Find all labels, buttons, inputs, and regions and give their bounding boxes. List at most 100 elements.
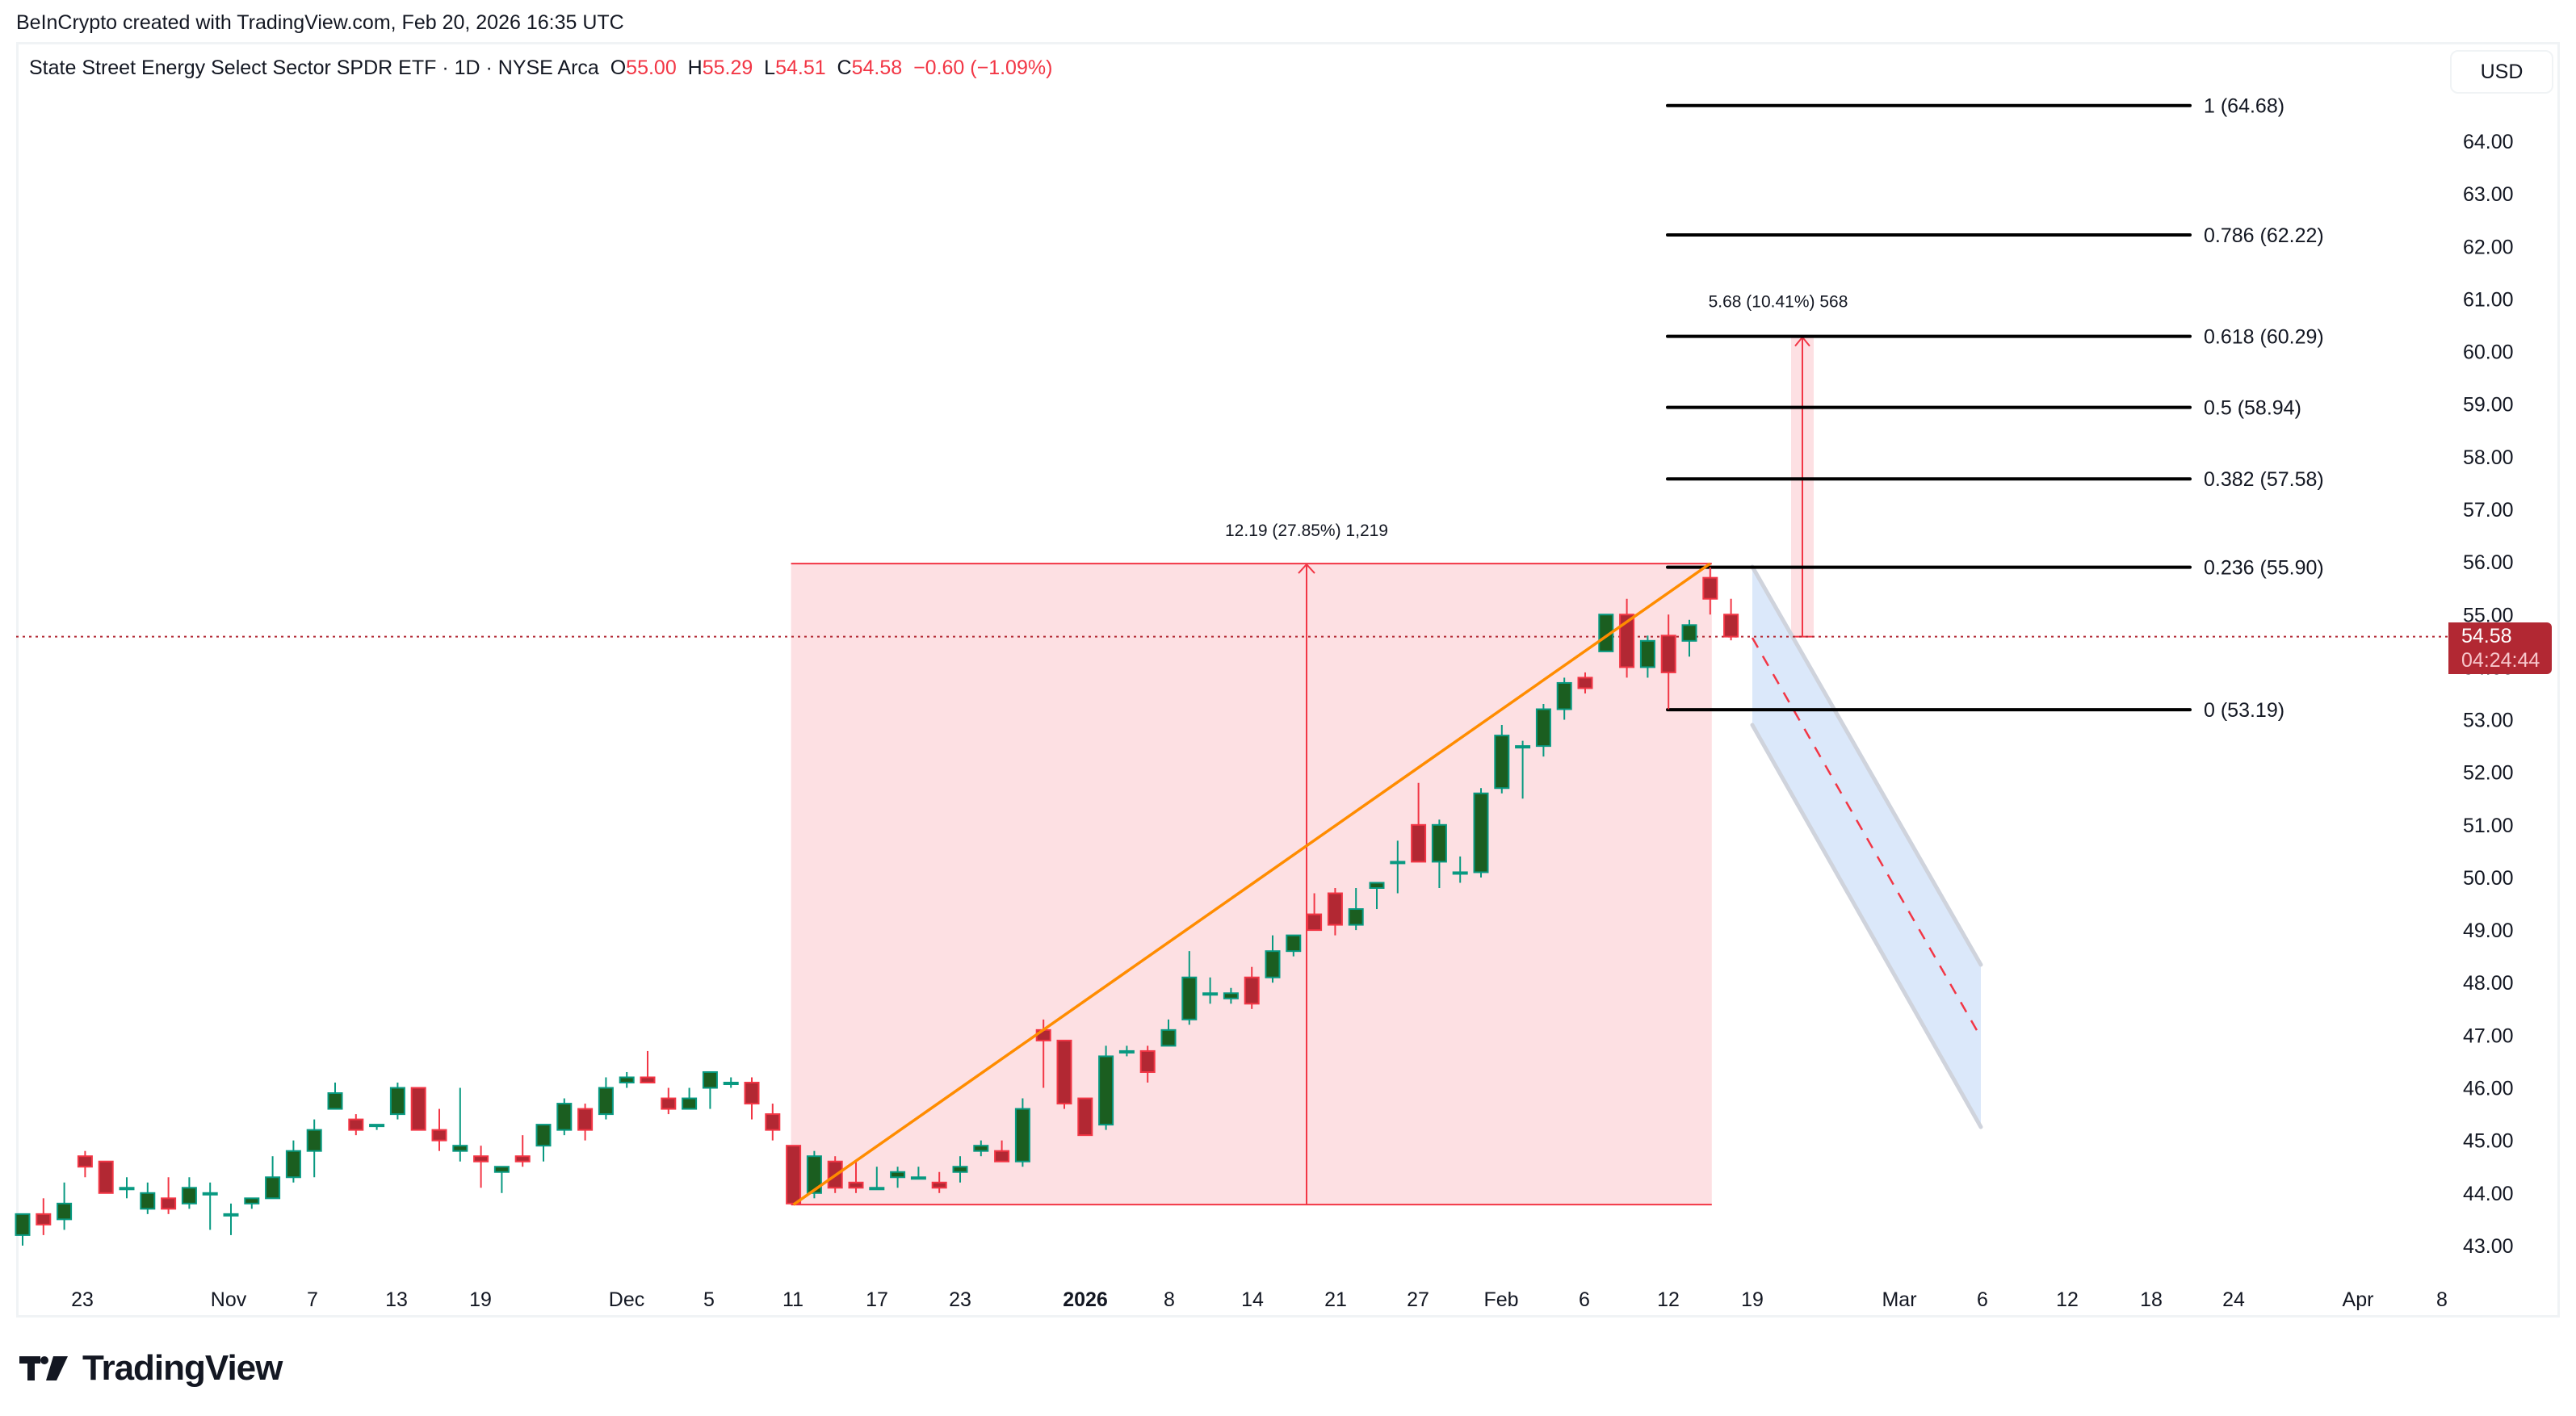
candle-down[interactable] [473,1146,489,1188]
time-axis-tick: Dec [609,1288,644,1311]
candle-up[interactable] [869,1167,885,1191]
candle-up[interactable] [952,1156,968,1183]
candle-up[interactable] [1515,740,1531,799]
tradingview-logo[interactable]: TradingView [19,1348,283,1389]
price-axis-tick: 47.00 [2463,1024,2514,1047]
candle-up[interactable] [1223,987,1239,1004]
candle-up[interactable] [1556,677,1572,720]
candle-body [369,1124,385,1128]
candle-up[interactable] [1431,819,1447,888]
candle-up[interactable] [723,1077,739,1088]
candle-up[interactable] [285,1140,301,1183]
candle-down[interactable] [1327,887,1343,936]
candle-down[interactable] [1411,782,1427,863]
candle-down[interactable] [431,1108,447,1151]
trend-line[interactable] [792,562,1711,1206]
candle-up[interactable] [327,1083,343,1110]
candle-down[interactable] [514,1135,531,1167]
price-axis-tick: 52.00 [2463,762,2514,785]
candle-body [285,1150,301,1179]
channel-upper-edge[interactable] [1750,564,1983,967]
candle-up[interactable] [244,1197,260,1209]
candle-up[interactable] [140,1182,156,1214]
candle-down[interactable] [1702,567,1718,615]
candle-down[interactable] [410,1087,426,1131]
candle-up[interactable] [265,1156,281,1200]
candle-down[interactable] [848,1161,864,1193]
candle-up[interactable] [1118,1045,1135,1057]
candle-up[interactable] [306,1119,322,1178]
candle-body [1223,992,1239,999]
time-axis-tick: 21 [1324,1288,1347,1311]
candle-up[interactable] [556,1098,573,1136]
candlestick-series[interactable] [15,567,1739,1246]
fib-retracement[interactable]: 1 (64.68) 0.786 (62.22) 0.618 (60.29) 0.5 (… [1666,95,2324,722]
candle-up[interactable] [1494,725,1510,794]
candle-up[interactable] [1348,887,1364,931]
candle-down[interactable] [1244,966,1260,1009]
candle-down[interactable] [77,1150,93,1178]
candle-down[interactable] [1619,598,1635,678]
candle-down[interactable] [661,1087,677,1115]
candle-down[interactable] [1577,672,1593,693]
candle-down[interactable] [765,1104,781,1141]
candle-down[interactable] [1139,1045,1156,1083]
candle-up[interactable] [535,1124,552,1162]
candle-down[interactable] [1723,598,1739,641]
candle-up[interactable] [1639,635,1655,678]
measure-annotations[interactable] [791,335,1814,1206]
candle-down[interactable] [1056,1039,1072,1109]
candle-up[interactable] [1535,703,1551,757]
candle-down[interactable] [640,1050,656,1084]
candle-up[interactable] [1202,977,1219,1004]
candle-up[interactable] [202,1182,218,1230]
candle-up[interactable] [1286,934,1302,957]
candle-up[interactable] [1181,951,1198,1025]
candle-up[interactable] [452,1087,468,1162]
candle-up[interactable] [702,1070,718,1109]
candle-up[interactable] [1452,856,1468,883]
candle-down[interactable] [744,1077,760,1120]
currency-button[interactable]: USD [2450,50,2553,94]
candle-up[interactable] [389,1083,405,1120]
candle-up[interactable] [119,1177,135,1199]
projection-channel[interactable] [1750,564,1983,1129]
candle-up[interactable] [1390,840,1406,894]
candle-up[interactable] [1369,882,1385,910]
price-axis[interactable]: 64.00 63.00 62.00 61.00 60.00 59.00 58.00 57.00… [2463,131,2514,1258]
candle-up[interactable] [1098,1045,1114,1130]
candle-down[interactable] [161,1177,177,1214]
candle-down[interactable] [348,1114,364,1136]
uptrend-line[interactable] [792,562,1711,1206]
candle-down[interactable] [786,1145,802,1204]
candle-up[interactable] [598,1077,614,1120]
candle-down[interactable] [931,1171,947,1193]
candle-up[interactable] [973,1140,989,1157]
candle-down[interactable] [1307,893,1323,932]
candle-down[interactable] [1660,614,1676,710]
candle-down[interactable] [1077,1097,1093,1137]
candle-up[interactable] [1160,1019,1177,1047]
candle-down[interactable] [994,1140,1010,1163]
candle-up[interactable] [890,1167,906,1188]
candle-up[interactable] [682,1087,698,1110]
candle-up[interactable] [57,1182,73,1230]
candle-up[interactable] [1014,1098,1030,1167]
candle-up[interactable] [181,1177,197,1209]
candle-up[interactable] [1473,788,1489,878]
candle-up[interactable] [910,1167,926,1180]
candle-up[interactable] [369,1124,385,1130]
candle-down[interactable] [36,1198,52,1235]
candle-up[interactable] [223,1203,239,1235]
channel-lower-edge[interactable] [1750,723,1983,1129]
candle-up[interactable] [1265,935,1281,983]
candle-up[interactable] [493,1166,510,1193]
candle-up[interactable] [1598,614,1614,652]
candle-up[interactable] [1681,619,1697,657]
time-axis[interactable]: 23 Nov 7 13 19 Dec 5 11 17 23 2026 8 14 21 27 Feb 6 12 19 M… [71,1288,2448,1311]
candle-down[interactable] [98,1160,114,1194]
candle-down[interactable] [577,1104,594,1141]
candle-up[interactable] [15,1213,31,1246]
candle-up[interactable] [619,1071,635,1088]
